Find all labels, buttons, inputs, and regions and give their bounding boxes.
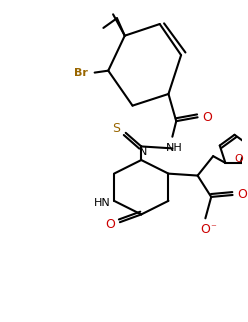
Text: N: N (139, 147, 147, 157)
Text: O: O (200, 223, 210, 236)
Text: O: O (105, 218, 115, 231)
Text: ⁻: ⁻ (210, 223, 216, 233)
Text: O: O (237, 188, 247, 202)
Text: HN: HN (94, 198, 111, 208)
Text: O: O (202, 111, 212, 124)
Text: Br: Br (74, 68, 88, 78)
Text: NH: NH (166, 143, 183, 153)
Text: O: O (234, 154, 243, 164)
Text: S: S (112, 122, 120, 136)
